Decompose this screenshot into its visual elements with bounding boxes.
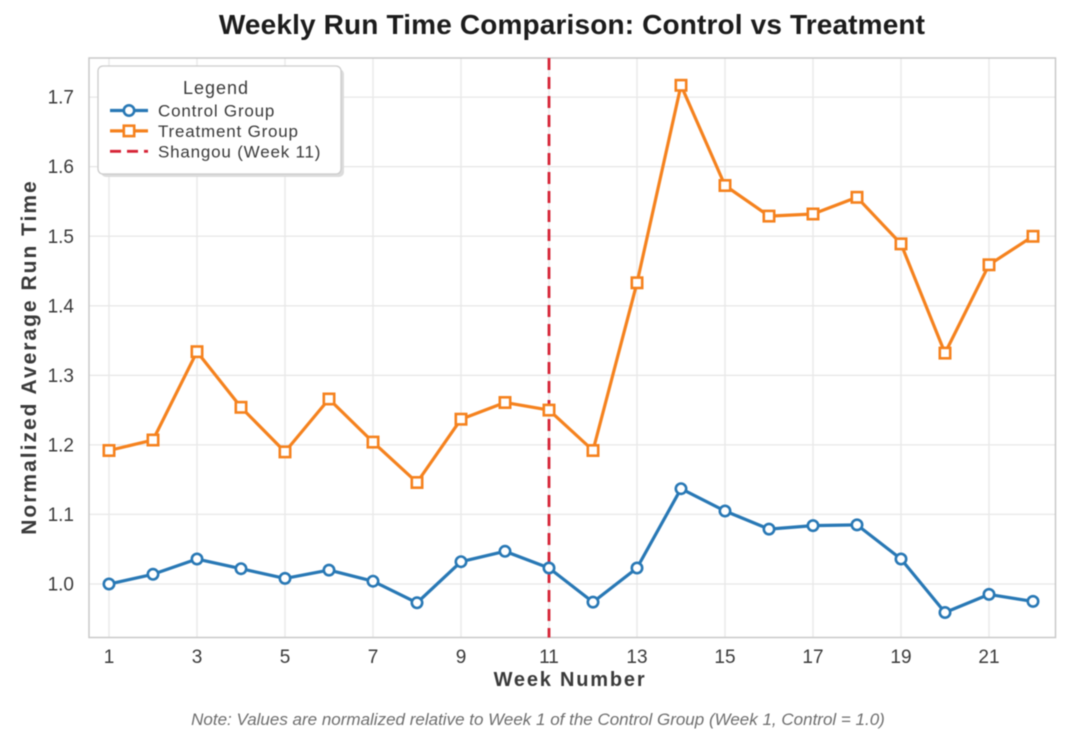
svg-text:1.4: 1.4 (48, 296, 75, 317)
svg-text:1.3: 1.3 (48, 366, 74, 387)
svg-text:3: 3 (192, 647, 203, 668)
svg-text:Treatment Group: Treatment Group (158, 122, 299, 141)
svg-text:Normalized Average Run Time: Normalized Average Run Time (18, 179, 41, 534)
svg-text:1.6: 1.6 (48, 157, 74, 178)
svg-text:21: 21 (978, 647, 999, 668)
svg-text:1.0: 1.0 (48, 575, 74, 596)
svg-text:1.7: 1.7 (48, 88, 74, 109)
svg-text:1: 1 (104, 647, 115, 668)
svg-text:1.5: 1.5 (48, 227, 74, 248)
svg-text:Week Number: Week Number (494, 669, 647, 691)
svg-text:15: 15 (714, 647, 735, 668)
svg-text:Note: Values are normalized re: Note: Values are normalized relative to … (191, 710, 885, 729)
svg-text:17: 17 (802, 647, 823, 668)
svg-text:5: 5 (280, 647, 291, 668)
svg-text:1.1: 1.1 (48, 505, 74, 526)
svg-text:13: 13 (626, 647, 647, 668)
svg-text:Legend: Legend (183, 78, 249, 98)
svg-text:Shangou (Week 11): Shangou (Week 11) (158, 142, 321, 161)
svg-text:1.2: 1.2 (48, 435, 74, 456)
svg-text:19: 19 (890, 647, 911, 668)
svg-text:Control Group: Control Group (158, 102, 275, 121)
svg-text:9: 9 (456, 647, 467, 668)
svg-text:7: 7 (368, 647, 379, 668)
svg-text:Weekly Run Time Comparison: Co: Weekly Run Time Comparison: Control vs T… (219, 9, 925, 40)
svg-text:11: 11 (539, 647, 559, 668)
